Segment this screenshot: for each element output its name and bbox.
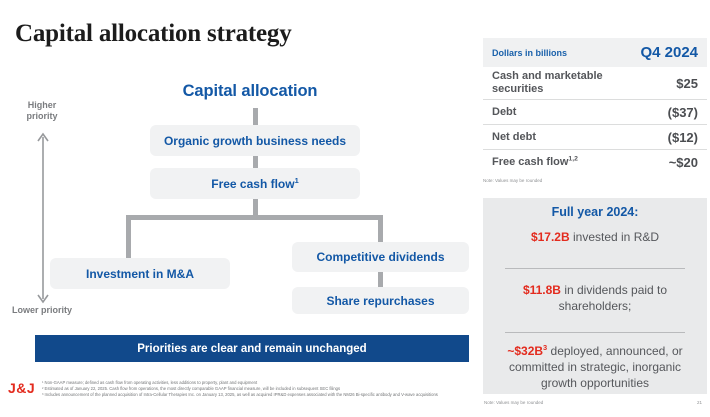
table-period: Q4 2024: [640, 44, 698, 61]
divider: [505, 332, 685, 333]
highlight-item: ~$32B3 deployed, announced, or committed…: [507, 343, 683, 390]
highlight-item: $11.8B in dividends paid to shareholders…: [522, 283, 668, 313]
row-value: ($37): [667, 104, 698, 120]
page-title: Capital allocation strategy: [15, 20, 292, 47]
connector-line: [126, 215, 383, 220]
flow-box-label: Investment in M&A: [85, 266, 194, 281]
table-caption: Dollars in billions: [492, 47, 568, 58]
row-label: Net debt: [492, 130, 536, 143]
row-value: $25: [676, 75, 698, 91]
footnote-line: ¹ Non-GAAP measure; defined as cash flow…: [42, 380, 258, 385]
table-row: Free cash flow1,2 ~$20: [483, 149, 707, 174]
row-label: Debt: [492, 105, 517, 118]
connector-line: [253, 156, 258, 168]
footnote-line: ² Estimated as of January 22, 2025. Cash…: [42, 386, 341, 391]
connector-line: [126, 215, 131, 258]
row-label: Free cash flow1,2: [492, 154, 578, 168]
panel-note: Note: Values may be rounded: [484, 400, 544, 405]
table-row: Cash and marketable securities $25: [483, 67, 707, 99]
row-label: Cash and marketable securities: [492, 70, 603, 95]
connector-line: [253, 108, 258, 125]
flow-box-share-repurchases: Share repurchases: [292, 287, 469, 314]
higher-priority-label: Higher priority: [26, 100, 58, 121]
flow-box-investment-ma: Investment in M&A: [50, 258, 230, 289]
highlights-heading: Full year 2024:: [551, 205, 639, 219]
footnote-line: ³ Includes announcement of the planned a…: [42, 392, 438, 397]
priority-axis-arrow-icon: [37, 132, 49, 304]
connector-line: [253, 199, 258, 217]
highlight-item: $17.2B invested in R&D: [530, 230, 660, 244]
table-row: Net debt ($12): [483, 124, 707, 149]
divider: [505, 268, 685, 269]
footnotes: ¹ Non-GAAP measure; defined as cash flow…: [42, 380, 490, 398]
flow-box-label: Organic growth business needs: [163, 133, 347, 148]
connector-line: [378, 272, 383, 287]
priorities-banner: Priorities are clear and remain unchange…: [35, 335, 469, 362]
row-value: ~$20: [668, 154, 698, 170]
flow-box-competitive-dividends: Competitive dividends: [292, 242, 469, 272]
flow-box-organic-growth: Organic growth business needs: [150, 125, 360, 156]
table-header-row: Dollars in billions Q4 2024: [483, 38, 707, 67]
full-year-highlights-panel: Full year 2024: $17.2B invested in R&D $…: [483, 198, 707, 394]
connector-line: [378, 215, 383, 242]
lower-priority-label: Lower priority: [12, 305, 73, 315]
page-number: 21: [696, 400, 702, 405]
table-note: Note: Values may be rounded: [483, 178, 543, 183]
flow-box-label: Free cash flow1: [211, 175, 299, 191]
jnj-logo: J&J: [8, 380, 36, 396]
flow-box-label: Competitive dividends: [316, 250, 445, 264]
banner-text: Priorities are clear and remain unchange…: [137, 342, 367, 355]
row-value: ($12): [667, 129, 698, 145]
flow-box-label: Share repurchases: [326, 293, 435, 308]
table-row: Debt ($37): [483, 99, 707, 124]
flowchart-heading: Capital allocation: [182, 82, 318, 100]
q4-financials-table: Dollars in billions Q4 2024 Cash and mar…: [483, 38, 707, 183]
flow-box-free-cash-flow: Free cash flow1: [150, 168, 360, 199]
